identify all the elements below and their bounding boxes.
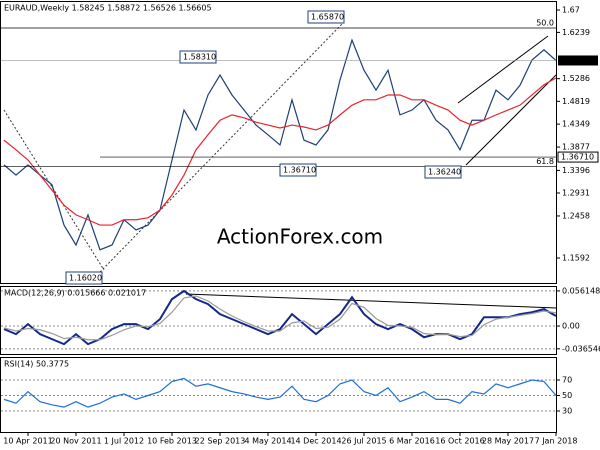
- x-tick-label: 10 Feb 2013: [147, 437, 197, 446]
- series-line: [3, 38, 557, 251]
- rsi-title: RSI(14) 50.3775: [4, 360, 69, 369]
- y-tick-label: 1.67: [562, 6, 580, 15]
- y-tick-label: 1.2931: [562, 188, 590, 197]
- last-label: 1.56605: [561, 56, 594, 65]
- x-tick-label: 20 Nov 2011: [50, 437, 101, 446]
- x-tick-label: 28 May 2017: [482, 437, 534, 446]
- annotation: 1.65870: [311, 13, 344, 22]
- channel-line: [465, 74, 557, 166]
- annotation: 1.36240: [428, 168, 461, 177]
- y-tick-label: 1.3877: [562, 143, 590, 152]
- last-box: [558, 55, 598, 66]
- x-tick-label: 22 Sep 2013: [195, 437, 246, 446]
- series-line: [3, 295, 557, 341]
- x-tick-label: 4 May 2014: [244, 437, 291, 446]
- series-line: [3, 77, 557, 226]
- y-tick-label: 1.4349: [562, 120, 590, 129]
- price-panel: [0, 1, 557, 284]
- y-tick-label: 50: [562, 391, 572, 400]
- macd-trend-line: [185, 293, 557, 309]
- support-label: 1.36710: [561, 153, 594, 162]
- y-tick-label: 1.3396: [562, 166, 590, 175]
- trend-line: [3, 109, 105, 271]
- y-tick-label: 1.6239: [562, 28, 590, 37]
- macd-title: MACD(12,26,9) 0.015666 0.021017: [4, 289, 146, 298]
- y-tick-label: 1.2458: [562, 211, 590, 220]
- annotation-box: [307, 10, 345, 24]
- fib-label: 50.0: [536, 18, 554, 27]
- y-tick-label: 0.00: [562, 322, 580, 331]
- x-tick-label: 16 Oct 2016: [435, 437, 484, 446]
- series-line: [3, 377, 557, 408]
- annotation: 1.16020: [69, 274, 102, 283]
- annotation: 1.58310: [183, 53, 216, 62]
- y-tick-label: 1.4819: [562, 97, 590, 106]
- macd-panel: [0, 286, 557, 355]
- series-line: [3, 289, 557, 346]
- x-tick-label: 26 Jul 2015: [341, 437, 386, 446]
- annotation-box: [424, 165, 462, 179]
- annotation-box: [279, 163, 317, 177]
- annotation-box: [179, 50, 217, 64]
- x-tick-label: 1 Jul 2012: [104, 437, 144, 446]
- watermark: ActionForex.com: [217, 225, 383, 249]
- y-tick-label: -0.036546: [562, 344, 600, 353]
- annotation: 1.36710: [283, 166, 316, 175]
- x-tick-label: 14 Dec 2014: [290, 437, 341, 446]
- channel-line: [457, 35, 549, 104]
- y-tick-label: 70: [562, 376, 572, 385]
- chart-title: EURAUD,Weekly 1.58245 1.58872 1.56526 1.…: [4, 4, 212, 13]
- x-tick-label: 6 Mar 2016: [389, 437, 435, 446]
- y-tick-label: 30: [562, 407, 572, 416]
- y-tick-label: 0.056148: [562, 286, 600, 295]
- x-tick-label: 10 Apr 2011: [3, 437, 52, 446]
- support-box: [557, 151, 599, 163]
- y-tick-label: 1.1592: [562, 253, 590, 262]
- fib-label: 61.8: [536, 157, 554, 166]
- annotation-box: [65, 271, 103, 285]
- rsi-panel: [0, 357, 557, 433]
- x-tick-label: 7 Jan 2018: [535, 437, 578, 446]
- y-tick-label: 1.5286: [562, 74, 590, 83]
